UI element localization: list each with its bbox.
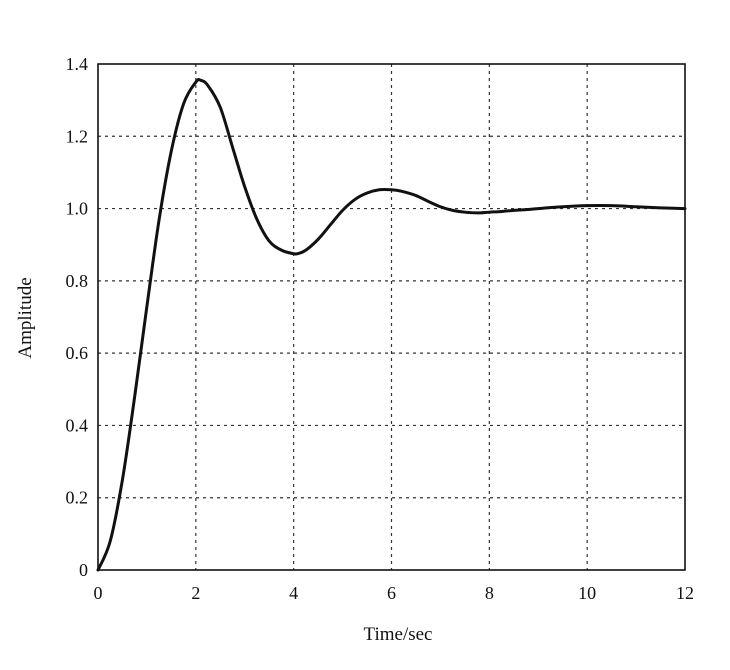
y-tick-label: 0 — [79, 560, 88, 580]
x-tick-label: 10 — [578, 583, 596, 603]
x-tick-label: 2 — [191, 583, 200, 603]
y-tick-label: 0.8 — [66, 271, 89, 291]
x-tick-label: 12 — [676, 583, 694, 603]
y-tick-label: 0.2 — [66, 488, 89, 508]
x-tick-label: 8 — [485, 583, 494, 603]
grid — [98, 64, 685, 570]
y-axis-label: Amplitude — [15, 277, 36, 358]
y-tick-label: 1.0 — [66, 199, 89, 219]
amplitude-curve — [96, 77, 687, 572]
plot-frame — [97, 63, 686, 571]
x-tick-label: 4 — [289, 583, 298, 603]
x-tick-label: 6 — [387, 583, 396, 603]
y-tick-label: 0.6 — [66, 343, 89, 363]
tick-labels: 0 2 4 6 8 10 12 0 0.2 0.4 0.6 0.8 1.0 1.2 1.4 — [66, 54, 695, 603]
x-tick-label: 0 — [94, 583, 103, 603]
x-axis-label: Time/sec — [364, 624, 433, 645]
y-tick-label: 0.4 — [66, 415, 89, 435]
y-tick-label: 1.2 — [66, 126, 89, 146]
y-tick-label: 1.4 — [66, 54, 89, 74]
